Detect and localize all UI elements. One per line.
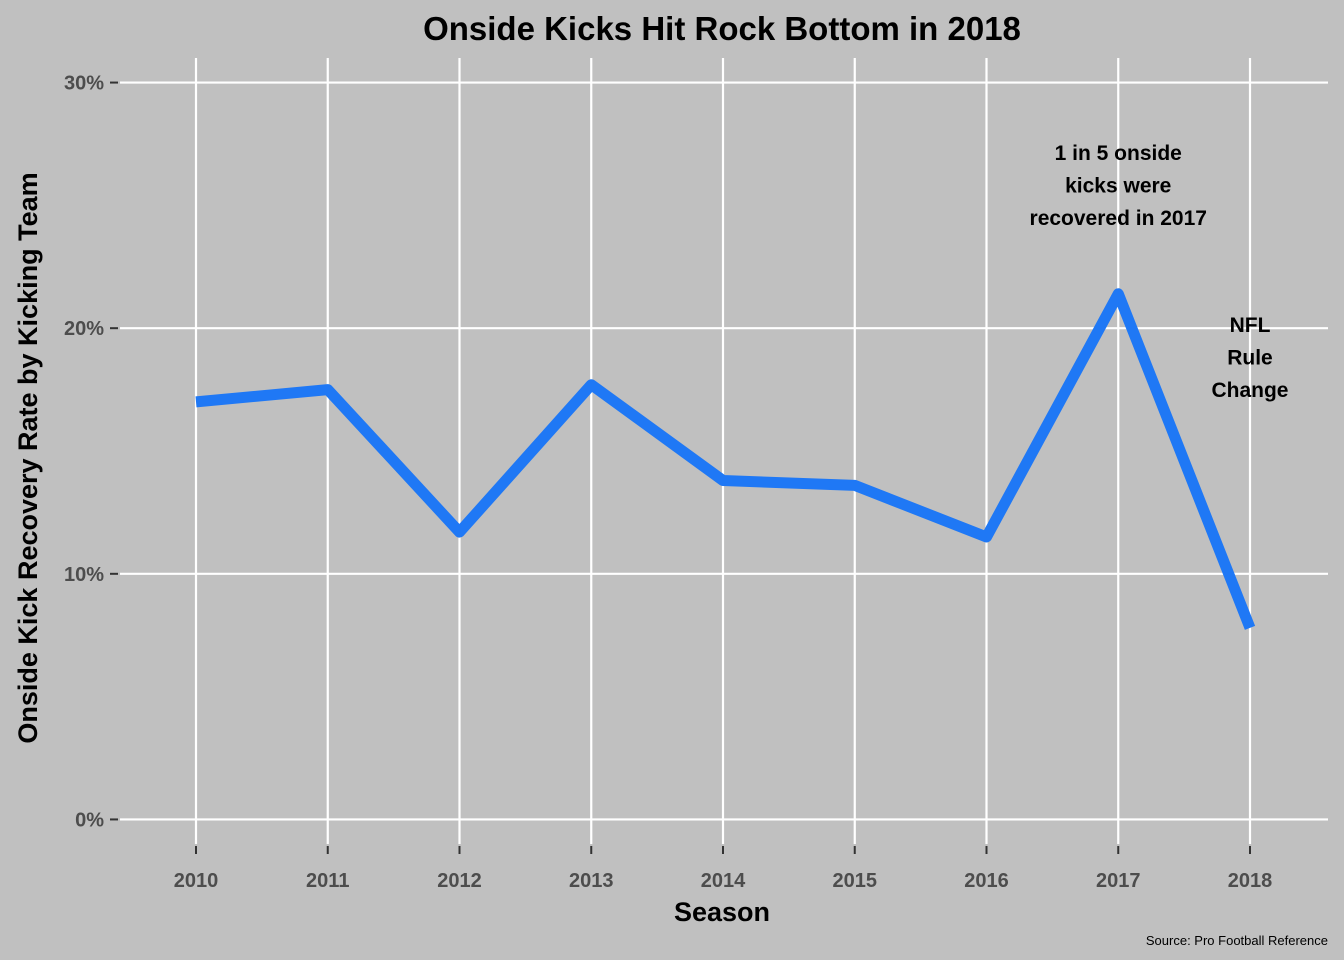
annotations-layer: 1 in 5 onside kicks were recovered in 2017… xyxy=(1030,142,1289,402)
source-caption: Source: Pro Football Reference xyxy=(1146,933,1328,948)
y-tick-label: 10% xyxy=(64,564,104,586)
y-tick-label: 0% xyxy=(75,809,104,831)
x-tick-label: 2013 xyxy=(569,870,614,892)
x-tick-label: 2011 xyxy=(306,870,349,892)
annotation-text: NFL Rule Change xyxy=(1211,314,1288,402)
y-axis-ticks: 0% 10% 20% 30% xyxy=(64,73,118,831)
series-layer xyxy=(195,288,1256,630)
annotation-line: 1 in 5 onside xyxy=(1055,142,1182,165)
annotation-line: NFL xyxy=(1230,314,1271,337)
x-tick-label: 2017 xyxy=(1096,870,1141,892)
x-gridlines xyxy=(194,58,1252,844)
x-axis-ticks: 2010 2011 2012 2013 2014 2015 2016 2017 2018 xyxy=(174,846,1273,892)
x-tick-label: 2016 xyxy=(964,870,1009,892)
y-tick-label: 20% xyxy=(64,318,104,340)
annotation-line: Rule xyxy=(1227,347,1273,370)
x-axis-title: Season xyxy=(674,897,770,927)
y-tick-label: 30% xyxy=(64,73,104,95)
x-tick-label: 2010 xyxy=(174,870,219,892)
y-axis-title: Onside Kick Recovery Rate by Kicking Tea… xyxy=(13,172,43,743)
x-tick-label: 2018 xyxy=(1228,870,1273,892)
annotation-line: Change xyxy=(1211,379,1288,402)
annotation-text: 1 in 5 onside kicks were recovered in 2017 xyxy=(1030,142,1207,230)
x-tick-label: 2014 xyxy=(701,870,746,892)
annotation-line: recovered in 2017 xyxy=(1030,207,1207,230)
annotation-line: kicks were xyxy=(1065,175,1171,198)
x-tick-label: 2012 xyxy=(437,870,482,892)
chart-title: Onside Kicks Hit Rock Bottom in 2018 xyxy=(423,10,1021,47)
x-tick-label: 2015 xyxy=(833,870,878,892)
